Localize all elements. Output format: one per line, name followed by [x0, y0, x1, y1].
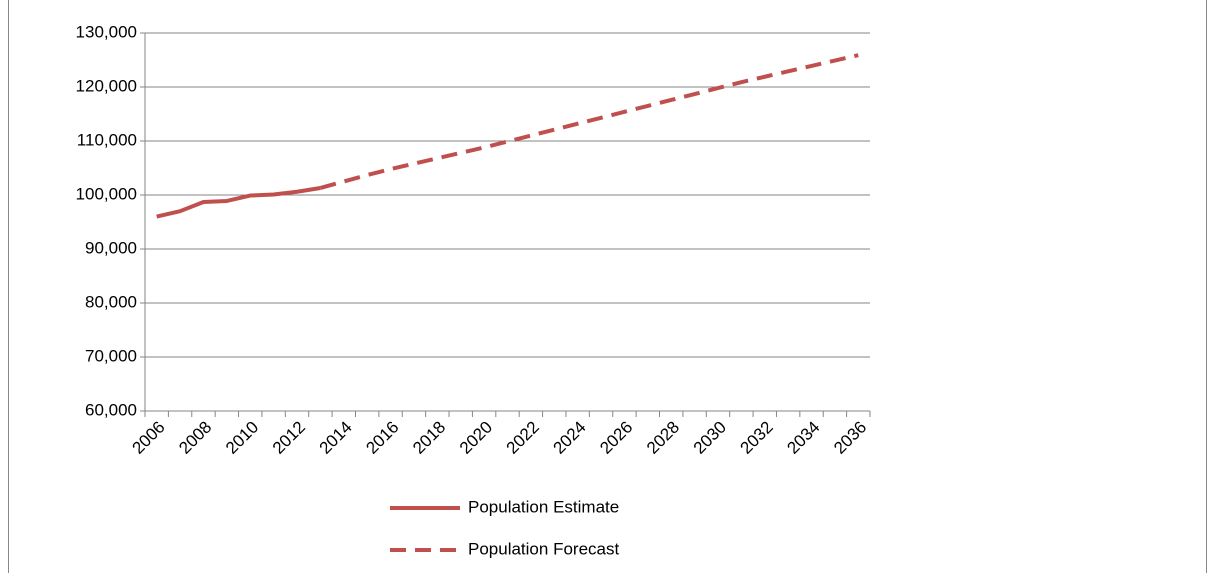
- series-line: [156, 186, 321, 219]
- chart-frame: [8, 0, 1207, 573]
- y-tick-label: 70,000: [85, 346, 137, 365]
- series-line: [319, 53, 859, 190]
- y-tick-label: 80,000: [85, 292, 137, 311]
- legend-label: Population Forecast: [468, 539, 619, 558]
- y-tick-label: 110,000: [77, 130, 137, 149]
- legend-label: Population Estimate: [468, 497, 619, 516]
- y-tick-label: 60,000: [85, 400, 137, 419]
- y-tick-label: 90,000: [85, 238, 137, 257]
- y-tick-label: 130,000: [76, 22, 137, 41]
- y-tick-label: 120,000: [76, 76, 137, 95]
- y-tick-label: 100,000: [76, 184, 137, 203]
